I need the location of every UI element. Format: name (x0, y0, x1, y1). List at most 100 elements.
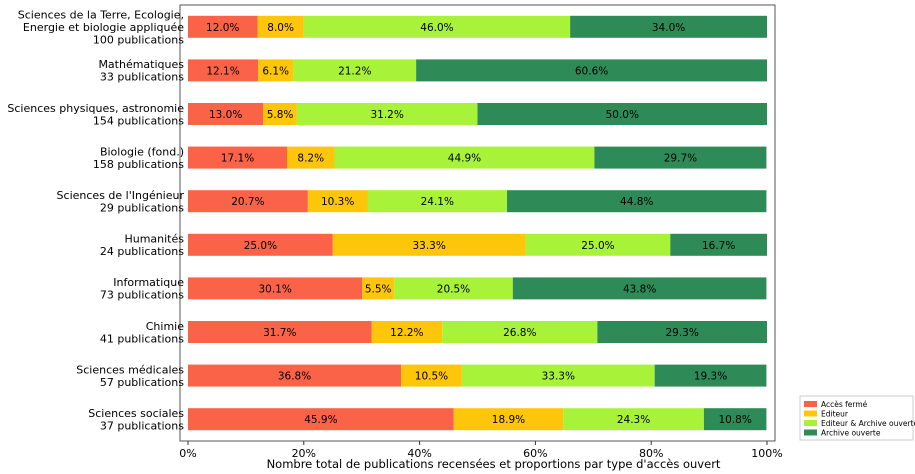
x-tick-label: 100% (751, 447, 782, 460)
bar-value-label: 31.2% (370, 109, 403, 121)
category-label-line: 29 publications (100, 201, 184, 214)
bar-value-label: 21.2% (338, 65, 371, 77)
category-label-line: 57 publications (100, 376, 184, 389)
bar-segment (594, 146, 767, 169)
bar-value-label: 43.8% (623, 283, 656, 295)
bar-value-label: 5.8% (267, 109, 294, 121)
bar-value-label: 10.5% (415, 371, 448, 383)
bar-segment (263, 103, 297, 125)
category-label-line: Humanités (124, 233, 184, 246)
category-label-line: 41 publications (100, 332, 184, 345)
bar-segment (293, 59, 417, 82)
legend-entry: Editeur & Archive ouverte (821, 419, 915, 428)
category-label-line: 37 publications (100, 419, 184, 432)
legend-entry: Accès fermé (821, 400, 868, 409)
bar-segment (461, 364, 655, 387)
bar-segment (188, 233, 333, 256)
category-label-line: Chimie (146, 320, 184, 333)
bar-value-label: 13.0% (209, 109, 242, 121)
bar-segment (188, 364, 402, 387)
bar-value-label: 45.9% (304, 414, 337, 426)
bar-segment (188, 59, 259, 82)
category-label-line: Sciences physiques, astronomie (7, 102, 184, 115)
bar-value-label: 50.0% (606, 109, 639, 121)
bar-segment (512, 277, 767, 300)
legend-entry: Archive ouverte (821, 429, 881, 438)
bar-segment (453, 408, 564, 431)
bar-value-label: 6.1% (262, 65, 289, 77)
x-tick-label: 0% (179, 447, 196, 460)
bar-value-label: 19.3% (694, 371, 727, 383)
category-label: Chimie 41 publications (100, 320, 184, 346)
legend-swatch (804, 429, 817, 436)
bar-value-label: 10.3% (321, 196, 354, 208)
bar-value-label: 8.2% (297, 153, 324, 165)
bar-segment (188, 408, 454, 431)
bar-value-label: 20.5% (437, 283, 470, 295)
bar-value-label: 24.1% (421, 196, 454, 208)
bar-value-label: 36.8% (278, 371, 311, 383)
bar-value-label: 20.7% (231, 196, 264, 208)
category-label: Informatique 73 publications (100, 276, 184, 302)
bar-value-label: 34.0% (652, 22, 685, 34)
bar-value-label: 16.7% (702, 240, 735, 252)
category-label-line: Mathématiques (98, 58, 184, 71)
bar-segment (188, 15, 258, 38)
category-label-line: 100 publications (93, 33, 184, 46)
bar-value-label: 8.0% (267, 22, 294, 34)
category-label-line: Informatique (113, 276, 184, 289)
bar-value-label: 29.7% (664, 153, 697, 165)
x-tick-label: 40% (407, 447, 431, 460)
bar-value-label: 10.8% (718, 414, 751, 426)
bar-value-label: 25.0% (581, 240, 614, 252)
bar-segment (307, 190, 368, 213)
plot-frame (179, 4, 776, 442)
category-label-line: Sciences médicales (76, 363, 184, 376)
bar-segment (371, 321, 443, 343)
bar-segment (303, 15, 571, 38)
category-label: Sciences médicales 57 publications (76, 363, 184, 389)
category-label-line: Sciences de l'Ingénieur (57, 189, 185, 202)
bar-segment (507, 190, 767, 213)
bar-value-label: 26.8% (503, 327, 536, 339)
bar-segment (332, 233, 526, 256)
bar-value-label: 12.0% (206, 22, 239, 34)
bar-value-label: 60.6% (575, 65, 608, 77)
category-label-line: 33 publications (100, 71, 184, 84)
bar-segment (287, 146, 335, 169)
bar-value-label: 31.7% (263, 327, 296, 339)
bar-segment (257, 15, 304, 38)
bar-value-label: 17.1% (221, 153, 254, 165)
legend-swatch (804, 401, 817, 407)
bar-segment (334, 146, 595, 169)
bar-segment (367, 190, 508, 213)
category-label: Mathématiques 33 publications (98, 58, 184, 84)
bar-segment (296, 103, 478, 125)
legend-box (799, 395, 914, 441)
legend-entry: Editeur (821, 410, 849, 419)
bar-segment (477, 103, 767, 125)
bar-value-label: 29.3% (665, 327, 698, 339)
category-label-line: Biologie (fond.) (100, 145, 184, 158)
bar-value-label: 44.8% (620, 196, 653, 208)
bar-segment (670, 233, 767, 256)
bar-value-label: 12.1% (206, 65, 239, 77)
category-label-line: 154 publications (93, 114, 184, 127)
bar-value-label: 33.3% (412, 240, 445, 252)
bar-segment (188, 190, 308, 213)
bar-segment (416, 59, 767, 82)
bar-value-label: 5.5% (365, 283, 392, 295)
bar-value-label: 46.0% (420, 22, 453, 34)
x-axis-title: Nombre total de publications recensées e… (267, 457, 721, 471)
bar-value-label: 24.3% (617, 414, 650, 426)
bar-segment (401, 364, 462, 387)
bar-segment (188, 146, 288, 169)
category-label: Sciences sociales 37 publications (88, 407, 184, 433)
bar-segment (525, 233, 671, 256)
legend-swatch (804, 420, 817, 426)
x-tick-label: 80% (639, 447, 663, 460)
bar-value-label: 44.9% (448, 153, 481, 165)
bar-segment (703, 408, 767, 431)
x-tick-label: 20% (292, 447, 316, 460)
